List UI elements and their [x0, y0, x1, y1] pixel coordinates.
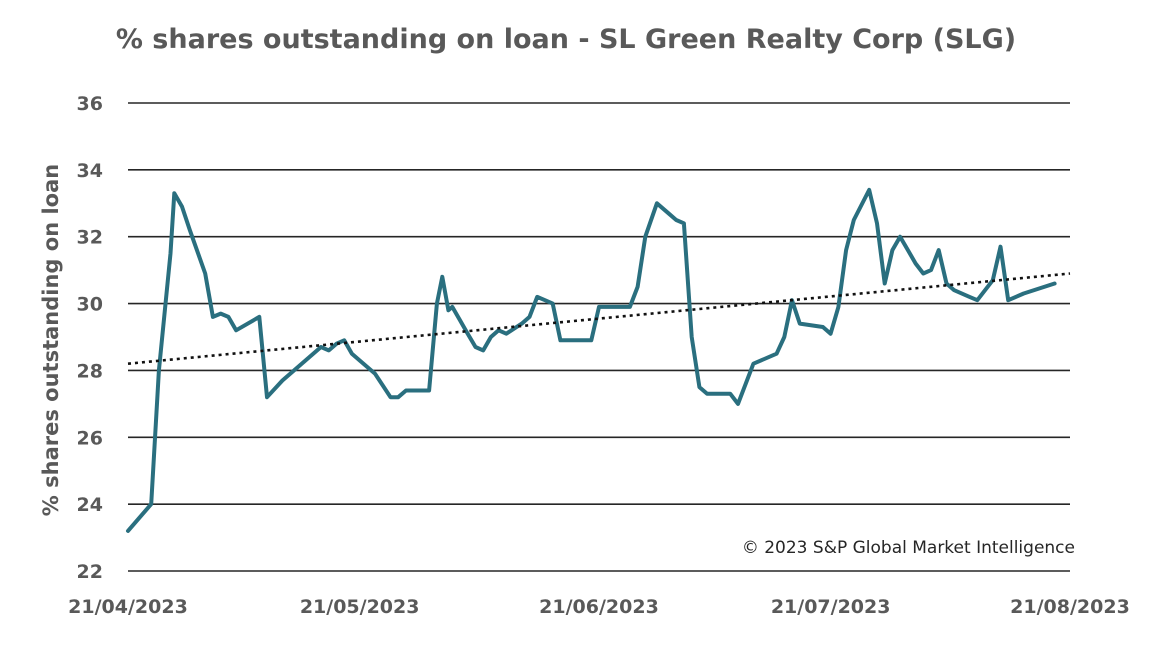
y-axis-ticks: 22 24 26 28 30 32 34 36: [77, 93, 103, 583]
gridlines: [128, 102, 1070, 572]
y-tick-label: 34: [77, 160, 103, 182]
x-tick-label: 21/05/2023: [300, 596, 420, 618]
trendline: [127, 272, 1071, 365]
series-line-loan-percent: [126, 187, 1057, 533]
x-axis-ticks: 21/04/2023 21/05/2023 21/06/2023 21/07/2023…: [68, 596, 1130, 618]
y-tick-label: 24: [77, 494, 103, 516]
copyright-annotation: © 2023 S&P Global Market Intelligence: [742, 538, 1075, 558]
y-tick-label: 26: [77, 427, 103, 449]
series-layer: [126, 187, 1071, 533]
chart-title: % shares outstanding on loan - SL Green …: [116, 24, 1016, 55]
x-tick-label: 21/08/2023: [1010, 596, 1130, 618]
x-tick-label: 21/07/2023: [771, 596, 891, 618]
y-tick-label: 32: [77, 227, 103, 249]
y-axis-label: % shares outstanding on loan: [39, 164, 63, 516]
x-tick-label: 21/06/2023: [539, 596, 659, 618]
y-tick-label: 30: [77, 294, 103, 316]
y-tick-label: 22: [77, 561, 103, 583]
x-tick-label: 21/04/2023: [68, 596, 188, 618]
y-tick-label: 28: [77, 360, 103, 382]
y-tick-label: 36: [77, 93, 103, 115]
